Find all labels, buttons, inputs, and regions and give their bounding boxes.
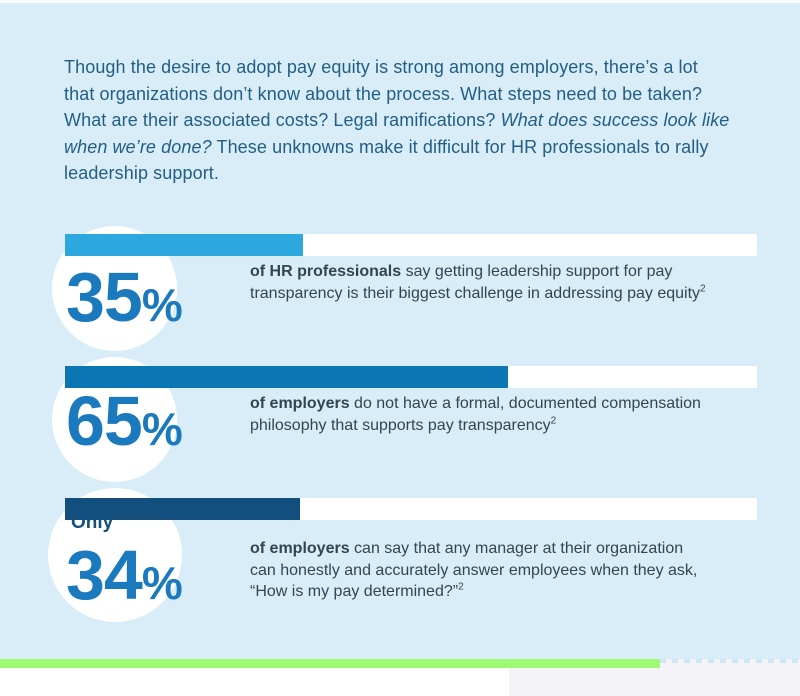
stat-bar-track bbox=[65, 366, 757, 388]
percent-sign: % bbox=[141, 557, 183, 609]
stat-description: of employers do not have a formal, docum… bbox=[250, 395, 701, 434]
stat-bar-track bbox=[65, 498, 757, 520]
footer-bar-track bbox=[660, 659, 800, 668]
page-corner-white bbox=[0, 668, 509, 696]
stat-value-number: 35 bbox=[66, 258, 143, 336]
stat-value: 65% bbox=[66, 386, 183, 464]
footer-accent-bar bbox=[0, 659, 660, 668]
page-corner-gray bbox=[509, 668, 800, 696]
footer-bar-track-dashes bbox=[660, 659, 800, 663]
stat-description: of HR professionals say getting leadersh… bbox=[250, 263, 706, 302]
stat-description: of employers can say that any manager at… bbox=[250, 540, 698, 600]
stat-bar-fill bbox=[65, 366, 508, 388]
intro-paragraph: Though the desire to adopt pay equity is… bbox=[64, 57, 730, 183]
stat-bar-fill bbox=[65, 498, 301, 520]
stat-bar-track bbox=[65, 234, 757, 256]
percent-sign: % bbox=[141, 279, 183, 331]
stat-value-number: 65 bbox=[66, 382, 143, 460]
percent-sign: % bbox=[141, 403, 183, 455]
stat-bar-fill bbox=[65, 234, 304, 256]
stat-prefix: Only bbox=[71, 512, 114, 533]
stat-value-number: 34 bbox=[66, 536, 143, 614]
stat-value: 35% bbox=[66, 262, 183, 340]
stat-value: 34% bbox=[66, 540, 183, 618]
